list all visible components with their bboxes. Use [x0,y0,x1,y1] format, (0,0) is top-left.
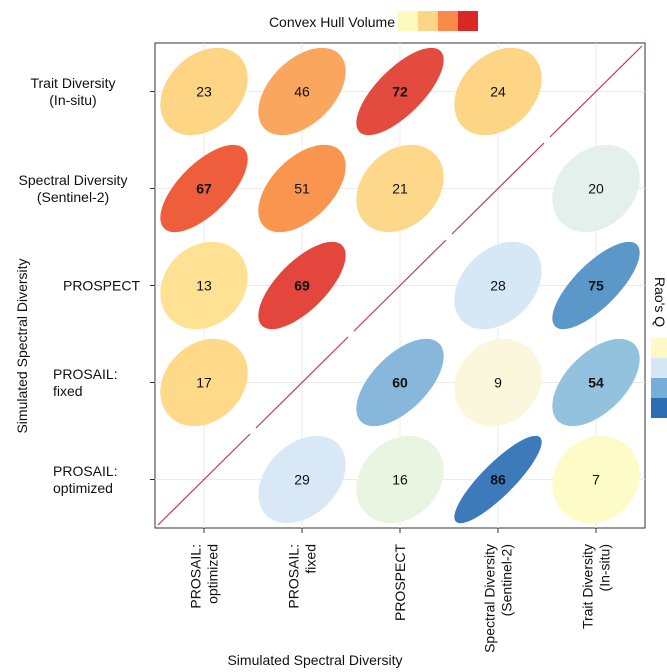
x-tick-label: PROSPECT [392,544,408,621]
cell-ellipse [160,338,248,427]
right-legend-swatches [651,338,667,418]
cell-value-label: 75 [588,278,604,294]
matrix-cell: 86 [454,435,542,524]
diagonal-line [549,45,643,138]
top-legend-title: Convex Hull Volume [269,14,395,30]
top-legend-swatch [418,11,438,31]
top-legend-swatches [398,11,478,31]
cell-value-label: 86 [490,472,506,488]
cell-value-label: 21 [392,181,408,197]
matrix-cell: 23 [160,47,248,136]
x-tick-label: PROSAIL: [188,544,204,609]
matrix-cell: 28 [454,241,542,330]
top-legend-swatch [398,11,418,31]
x-tick-labels: PROSAIL: optimized PROSAIL: fixed PROSPECT Sp… [188,528,613,653]
cell-value-label: 46 [294,84,310,100]
top-legend-swatch [458,11,478,31]
cell-value-label: 7 [592,472,600,488]
cell-value-label: 51 [294,181,310,197]
matrix-cell: 69 [258,241,346,330]
cell-value-label: 67 [196,181,212,197]
cell-value-label: 60 [392,375,408,391]
y-tick-label: PROSAIL: optimized [53,463,118,496]
y-axis-title: Simulated Spectral Diversity [14,258,30,433]
diagonal-line [157,433,251,526]
cell-ellipse [454,435,542,524]
cell-value-label: 23 [196,84,212,100]
matrix-cell: 51 [258,144,346,233]
matrix-cell: 17 [160,338,248,427]
x-tick-label: fixed [303,544,319,574]
right-legend-swatch [651,398,667,418]
diagonal-line [451,142,545,235]
right-legend-swatch [651,358,667,378]
top-legend: Convex Hull Volume [269,11,478,31]
matrix-cell: 20 [552,144,640,233]
matrix-cells: 23 46 72 24 67 51 21 20 13 69 28 75 17 60 9 54 29 16 86 7 [160,47,640,524]
matrix-cell: 75 [552,241,640,330]
top-legend-swatch [438,11,458,31]
matrix-cell: 60 [356,338,444,427]
cell-value-label: 54 [588,375,604,391]
x-tick-label: Trait Diversity [580,544,596,629]
cell-value-label: 29 [294,472,310,488]
cell-ellipse [356,435,444,524]
diagonal-line [255,336,349,429]
x-tick-label: (In-situ) [597,544,613,591]
matrix-cell: 46 [258,47,346,136]
matrix-cell: 16 [356,435,444,524]
cell-value-label: 9 [494,375,502,391]
cell-value-label: 72 [392,84,408,100]
matrix-cell: 9 [454,338,542,427]
cell-ellipse [552,144,640,233]
cell-ellipse [258,435,346,524]
cell-ellipse [454,241,542,330]
y-tick-label: Spectral Diversity (Sentinel-2) [19,172,128,205]
cell-ellipse [356,47,444,136]
cell-ellipse [552,241,640,330]
x-tick-label: PROSAIL: [286,544,302,609]
matrix-cell: 13 [160,241,248,330]
cell-ellipse [454,47,542,136]
cell-value-label: 13 [196,278,212,294]
matrix-cell: 54 [552,338,640,427]
cell-ellipse [160,47,248,136]
cell-ellipse [454,338,542,427]
matrix-cell: 67 [160,144,248,233]
cell-ellipse [552,435,640,524]
cell-value-label: 16 [392,472,408,488]
cell-ellipse [160,241,248,330]
matrix-cell: 24 [454,47,542,136]
cell-ellipse [258,47,346,136]
y-tick-label: PROSPECT [63,278,140,294]
matrix-cell: 21 [356,144,444,233]
y-tick-label: PROSAIL: fixed [53,366,118,399]
x-axis-title: Simulated Spectral Diversity [227,652,402,668]
cell-ellipse [258,241,346,330]
cell-ellipse [160,144,248,233]
cell-value-label: 24 [490,84,506,100]
right-legend-swatch [651,378,667,398]
cell-ellipse [258,144,346,233]
x-tick-label: optimized [205,544,221,604]
cell-ellipse [552,338,640,427]
matrix-cell: 72 [356,47,444,136]
right-legend-title: Rao's Q [652,277,667,327]
diagonal-line [353,239,447,332]
x-tick-label: (Sentinel-2) [499,544,515,616]
right-legend: Rao's Q [651,277,667,418]
matrix-cell: 29 [258,435,346,524]
cell-value-label: 20 [588,181,604,197]
cell-value-label: 69 [294,278,310,294]
cell-ellipse [356,144,444,233]
cell-value-label: 17 [196,375,212,391]
y-tick-labels: Trait Diversity (In-situ) Spectral Diversi… [19,75,155,496]
x-tick-label: Spectral Diversity [482,544,498,653]
matrix-cell: 7 [552,435,640,524]
cell-ellipse [356,338,444,427]
right-legend-swatch [651,338,667,358]
y-tick-label: Trait Diversity (In-situ) [30,75,115,108]
cell-value-label: 28 [490,278,506,294]
